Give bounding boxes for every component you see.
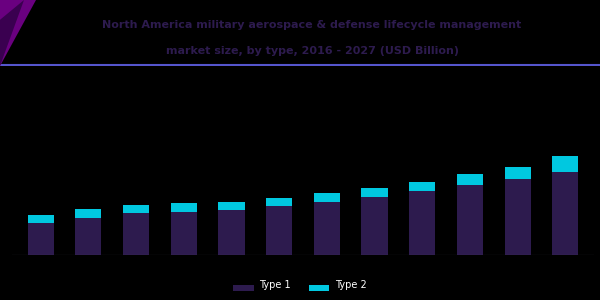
Bar [409, 182, 436, 191]
Bar [361, 197, 388, 255]
Bar [314, 202, 340, 255]
Bar [28, 214, 54, 223]
Bar [552, 172, 578, 255]
Bar [75, 218, 101, 255]
Bar [170, 212, 197, 255]
Bar [457, 185, 483, 255]
Bar [457, 174, 483, 185]
Bar [314, 193, 340, 202]
Bar [409, 191, 436, 255]
Bar [218, 210, 245, 255]
Text: market size, by type, 2016 - 2027 (USD Billion): market size, by type, 2016 - 2027 (USD B… [166, 46, 458, 56]
Polygon shape [0, 0, 24, 66]
Bar [218, 202, 245, 210]
Bar [123, 213, 149, 255]
Bar [361, 188, 388, 197]
Text: Type 2: Type 2 [335, 280, 367, 290]
Text: North America military aerospace & defense lifecycle management: North America military aerospace & defen… [103, 20, 521, 30]
FancyBboxPatch shape [233, 284, 254, 291]
Polygon shape [0, 0, 36, 66]
Text: Type 1: Type 1 [259, 280, 291, 290]
Bar [123, 205, 149, 213]
Bar [505, 179, 531, 255]
Bar [28, 223, 54, 255]
Bar [266, 206, 292, 255]
Bar [552, 156, 578, 172]
Bar [75, 209, 101, 217]
Bar [170, 203, 197, 212]
Bar [266, 198, 292, 206]
Bar [505, 167, 531, 179]
FancyBboxPatch shape [309, 284, 329, 291]
